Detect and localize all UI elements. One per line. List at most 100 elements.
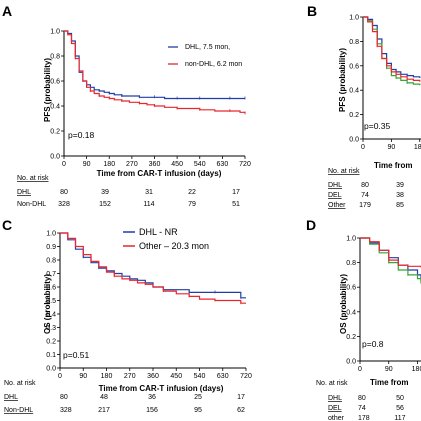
panel-b-y-tick-label: 0.0 [349,137,359,144]
panel-c-risk-label-dhl: DHL [4,394,18,401]
panel-c-xlabel: Time from CAR-T infusion (days) [99,384,224,393]
panel-b-ylabel: PFS (probability) [338,48,347,112]
panel-a-x-tick-label: 0 [62,161,66,168]
panel-c-risk-label-nondhl: Non-DHL [4,407,33,414]
panel-a-risk-cell: 114 [143,201,154,208]
panel-a-risk-cell: 51 [232,201,240,208]
panel-b-series-2 [363,16,421,82]
panel-a-risk-cell: 152 [99,201,111,208]
panel-c-y-tick-label: 1.0 [46,231,56,238]
panel-d-ylabel: OS (probability) [339,274,348,334]
panel-b-plot: 0.0 0.2 0.4 0.6 0.8 1.0 0 90 180 [349,15,421,151]
panel-a-risk-cell: 80 [60,189,68,196]
panel-b-risk-cell: 85 [396,202,404,209]
panel-c-risk-cell: 80 [60,394,68,401]
panel-b-y-tick-label: 0.8 [349,39,359,46]
panel-d-y-tick-label: 0.4 [346,309,356,316]
panel-d-y-tick-label: 0.8 [346,260,356,267]
panel-a-x-tick-label: 540 [194,161,206,168]
panel-d-x-tick-label: 0 [358,366,362,373]
panel-b-risk-cell: 39 [396,182,404,189]
panel-c-risk-cell: 62 [237,407,245,414]
panel-c-y-tick-label: 0.2 [46,339,56,346]
panel-d-risk-header: No. at risk [316,380,348,387]
panel-a-risk-header: No. at risk [17,175,49,182]
panel-b-risk-label-dhl: DHL [328,182,342,189]
panel-d-y-tick-label: 0.2 [346,334,356,341]
panel-a-risk-cell: 328 [58,201,70,208]
panel-c-y-tick-label: 0.5 [46,298,56,305]
panel-b: B PFS (probability) Time from p=0.35 No.… [307,3,413,209]
panel-d-y-tick-label: 1.0 [346,236,356,243]
panel-d-x-tick-label: 180 [412,366,421,373]
panel-b-y-tick-label: 0.2 [349,112,359,119]
panel-b-pvalue: p=0.35 [364,121,391,131]
panel-c-y-tick-label: 0.9 [46,244,56,251]
panel-a-series-0 [64,30,245,100]
panel-a-risk-cell: 39 [101,189,109,196]
panel-c-y-tick-label: 0.6 [46,285,56,292]
panel-c-risk-cell: 17 [237,394,245,401]
panel-a-y-tick-label: 0.2 [50,129,60,136]
panel-d-series-1 [360,237,421,284]
panel-c-risk-cell: 95 [194,407,202,414]
panel-d-risk-label-dhl: DHL [328,395,342,402]
panel-b-risk-label-other: Other [328,202,346,209]
panel-d-risk-cell: 74 [358,405,366,412]
panel-c-x-tick-label: 180 [101,373,113,380]
panel-d-risk-table: No. at risk DHL DEL other 80 50 74 56 17… [316,380,406,421]
panel-c-ylabel: OS (probability) [43,274,52,334]
panel-d: D OS (probability) Time from p=0.8 No. a… [306,217,409,421]
panel-c-pvalue: p=0.51 [63,350,90,360]
panel-c-x-tick-label: 0 [58,373,62,380]
panel-b-y-tick-label: 0.4 [349,88,359,95]
panel-c-series-1 [60,232,246,304]
panel-b-x-tick-label: 180 [414,144,421,151]
panel-b-x-tick-label: 0 [361,144,365,151]
panel-a-risk-cell: 79 [188,201,196,208]
panel-d-risk-cell: 80 [358,395,366,402]
panel-d-risk-cell: 178 [358,415,370,421]
panel-c-y-tick-label: 0.7 [46,271,56,278]
panel-c-risk-header: No. at risk [4,380,36,387]
panel-c-risk-cell: 48 [100,394,108,401]
panel-d-risk-cell: 56 [396,405,404,412]
panel-c-x-tick-label: 360 [147,373,159,380]
panel-a-x-tick-label: 90 [83,161,91,168]
panel-c-y-tick-label: 0.4 [46,312,56,319]
panel-a-x-tick-label: 450 [171,161,183,168]
panel-c-x-tick-label: 630 [217,373,229,380]
panel-d-risk-label-del: DEL [328,405,342,412]
panel-d-risk-cell: 117 [394,415,405,421]
panel-c-y-tick-label: 0.3 [46,325,56,332]
panel-a-legend-nondhl: non-DHL, 6.2 mon [185,61,242,68]
panel-d-series-2 [360,237,421,268]
panel-b-letter: B [307,3,317,19]
panel-a-x-tick-label: 360 [149,161,161,168]
panel-a-plot: 0.0 0.2 0.4 0.6 0.8 1.0 0 90 180 270 360 450 540 630 7… [50,29,251,169]
panel-b-x-tick-label: 90 [387,144,395,151]
panel-c: C OS (probability) Time from CAR-T infus… [2,217,245,414]
panel-c-x-tick-label: 450 [170,373,182,380]
panel-c-risk-cell: 36 [148,394,156,401]
panel-a-risk-cell: 22 [188,189,196,196]
panel-a-y-tick-label: 0.4 [50,104,60,111]
panel-a-ylabel: PFS (probability) [43,58,52,122]
panel-c-x-tick-label: 720 [240,373,252,380]
panel-a-x-tick-label: 270 [126,161,138,168]
panel-d-letter: D [306,217,316,233]
panel-c-risk-cell: 328 [60,407,72,414]
panel-c-risk-cell: 25 [194,394,202,401]
panel-c-risk-cell: 217 [98,407,110,414]
panel-c-y-tick-label: 0.0 [46,366,56,373]
panel-c-x-tick-label: 540 [194,373,206,380]
panel-a-risk-label-dhl: DHL [17,189,31,196]
panel-b-y-tick-label: 0.6 [349,63,359,70]
panel-a-risk-cell: 17 [232,189,240,196]
panel-d-risk-label-other: other [328,415,345,421]
plot-areas: 0.0 0.2 0.4 0.6 0.8 1.0 0 90 180 270 360 450 540 630 7… [46,15,421,380]
panel-a-risk-label-nondhl: Non-DHL [17,201,46,208]
panel-d-x-tick-label: 90 [385,366,393,373]
panel-b-risk-cell: 179 [359,202,371,209]
panel-a-legend-dhl: DHL, 7.5 mon, [185,44,230,51]
